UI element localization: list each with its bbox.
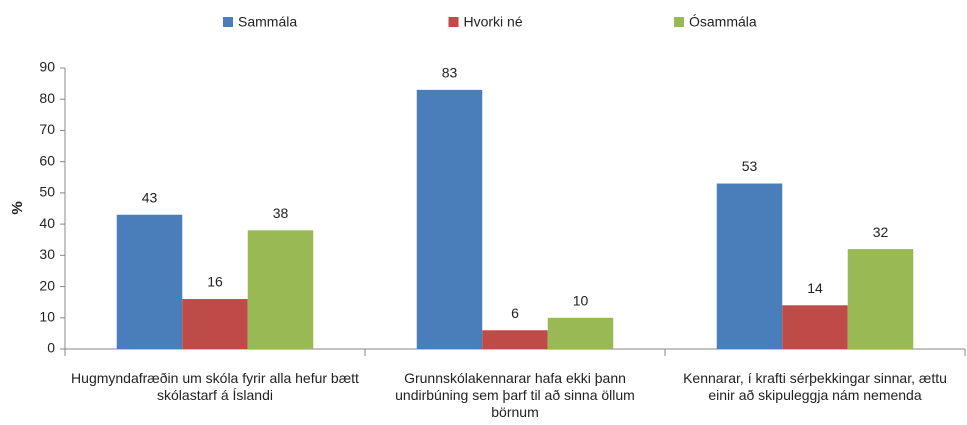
- bar: [547, 317, 614, 349]
- bar: [782, 305, 848, 349]
- y-tick-label: 30: [39, 246, 55, 262]
- bar: [482, 330, 548, 349]
- data-label: 38: [273, 205, 289, 221]
- y-tick-label: 50: [39, 184, 55, 200]
- legend-label: Sammála: [238, 14, 297, 30]
- bar: [182, 299, 248, 349]
- data-label: 83: [442, 65, 458, 81]
- data-label: 43: [142, 189, 158, 205]
- y-tick-label: 0: [47, 340, 55, 356]
- y-tick-label: 70: [39, 121, 55, 137]
- y-tick-label: 60: [39, 152, 55, 168]
- y-tick-label: 10: [39, 308, 55, 324]
- legend-swatch: [448, 17, 459, 27]
- legend-swatch: [674, 17, 684, 27]
- y-tick-label: 40: [39, 215, 55, 231]
- bar: [116, 214, 183, 349]
- x-tick-label: Hugmyndafræðin um skóla fyrir alla hefur…: [71, 370, 359, 403]
- data-label: 10: [573, 292, 589, 308]
- x-tick-label: Kennarar, í krafti sérþekkingar sinnar, …: [683, 370, 947, 403]
- x-tick-label: Grunnskólakennarar hafa ekki þann undirb…: [395, 370, 635, 420]
- y-tick-label: 90: [39, 59, 55, 75]
- bar: [716, 183, 783, 349]
- bar: [247, 230, 314, 349]
- data-label: 14: [807, 280, 823, 296]
- y-tick-label: 80: [39, 90, 55, 106]
- data-label: 16: [207, 274, 223, 290]
- legend-label: Ósammála: [689, 14, 757, 30]
- data-label: 32: [873, 224, 889, 240]
- legend-swatch: [223, 17, 233, 27]
- y-axis-label: %: [9, 201, 26, 214]
- data-label: 6: [511, 305, 519, 321]
- bar: [847, 249, 914, 349]
- legend-label: Hvorki né: [464, 14, 523, 30]
- data-label: 53: [742, 158, 758, 174]
- y-tick-label: 20: [39, 277, 55, 293]
- bar: [416, 89, 483, 349]
